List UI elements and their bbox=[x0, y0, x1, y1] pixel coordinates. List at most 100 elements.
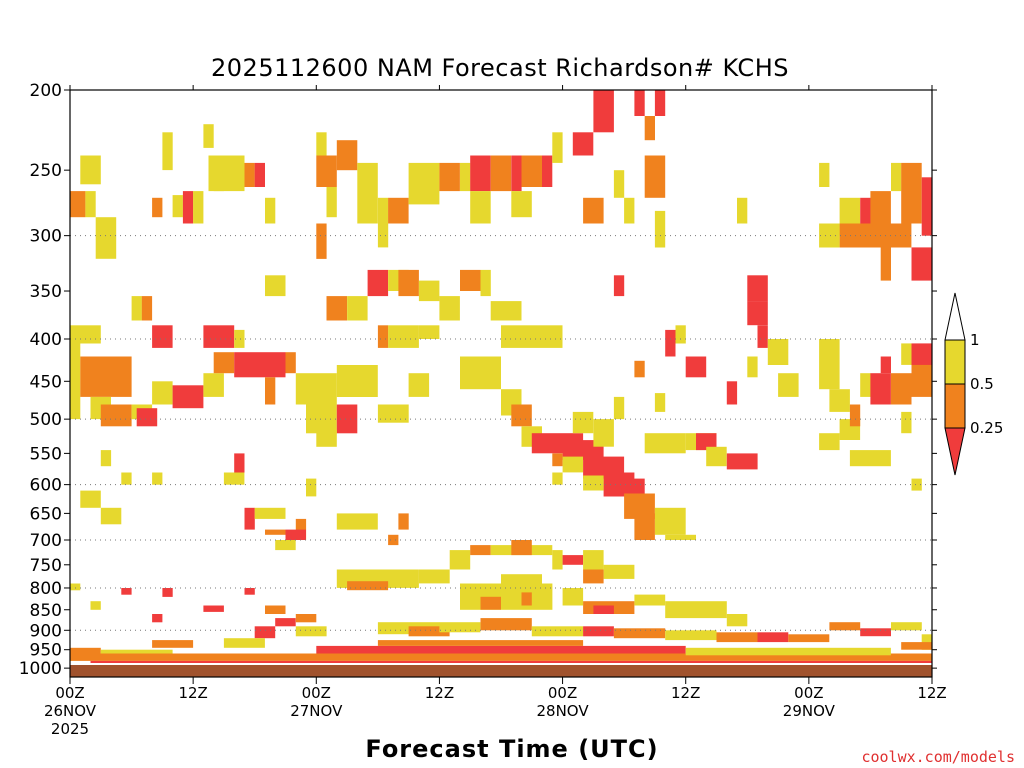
heatmap-cell bbox=[583, 550, 604, 570]
x-tick-label: 28NOV bbox=[537, 702, 590, 720]
heatmap-cell bbox=[100, 507, 122, 525]
heatmap-cell bbox=[306, 404, 337, 434]
heatmap-cell bbox=[747, 301, 768, 326]
heatmap-cell bbox=[136, 408, 158, 427]
heatmap-cell bbox=[562, 440, 604, 460]
heatmap-cell bbox=[398, 269, 419, 297]
heatmap-cell bbox=[70, 191, 86, 218]
heatmap-cell bbox=[583, 569, 604, 584]
y-tick-label-500: 500 bbox=[30, 410, 62, 430]
heatmap-cell bbox=[891, 622, 922, 631]
heatmap-cell bbox=[70, 325, 101, 344]
heatmap-cell bbox=[757, 325, 768, 348]
heatmap-cells bbox=[70, 90, 932, 673]
heatmap-cell bbox=[295, 373, 337, 405]
heatmap-cell bbox=[388, 197, 409, 224]
heatmap-cell bbox=[152, 197, 163, 218]
heatmap-cell bbox=[634, 513, 655, 540]
heatmap-cell bbox=[552, 550, 563, 570]
heatmap-cell bbox=[819, 339, 840, 390]
heatmap-cell bbox=[254, 626, 276, 639]
heatmap-cell bbox=[726, 453, 758, 470]
heatmap-cell bbox=[634, 594, 666, 606]
heatmap-cell bbox=[223, 638, 265, 648]
heatmap-cell bbox=[542, 155, 553, 187]
heatmap-cell bbox=[511, 155, 522, 192]
heatmap-cell bbox=[665, 534, 696, 540]
heatmap-cell bbox=[254, 507, 286, 519]
heatmap-cell bbox=[131, 296, 142, 321]
heatmap-cell bbox=[306, 478, 317, 497]
plot-frame bbox=[69, 89, 933, 678]
heatmap-cell bbox=[316, 429, 337, 447]
y-tick-label-900: 900 bbox=[30, 621, 62, 641]
x-tick-label: 12Z bbox=[178, 684, 207, 702]
heatmap-cell bbox=[737, 197, 748, 224]
heatmap-cell bbox=[234, 453, 245, 473]
heatmap-cell bbox=[336, 140, 358, 171]
heatmap-cell bbox=[716, 632, 758, 643]
heatmap-cell bbox=[70, 583, 81, 591]
heatmap-cell bbox=[141, 296, 153, 321]
heatmap-cell bbox=[254, 162, 265, 187]
heatmap-cell bbox=[418, 569, 450, 584]
gridlines bbox=[70, 235, 932, 631]
heatmap-cell bbox=[95, 217, 117, 259]
heatmap-cell bbox=[654, 507, 686, 535]
heatmap-cell bbox=[408, 162, 440, 205]
heatmap-cell bbox=[172, 385, 204, 409]
heatmap-cell bbox=[480, 269, 491, 297]
heatmap-cell bbox=[460, 583, 553, 610]
heatmap-cell bbox=[747, 356, 758, 378]
x-tick-label: 29NOV bbox=[783, 702, 836, 720]
heatmap-cell bbox=[470, 191, 491, 224]
x-tick-label: 27NOV bbox=[290, 702, 343, 720]
heatmap-cell bbox=[223, 472, 245, 485]
heatmap-cell bbox=[696, 433, 717, 451]
heatmap-cell bbox=[265, 529, 286, 535]
credit-text[interactable]: coolwx.com/models bbox=[861, 748, 1015, 766]
heatmap-cell bbox=[511, 191, 532, 218]
heatmap-cell bbox=[860, 628, 891, 637]
heatmap-cell bbox=[501, 325, 542, 348]
heatmap-cell bbox=[706, 446, 727, 467]
heatmap-cell bbox=[100, 649, 173, 656]
surface-ground-strip bbox=[70, 665, 932, 677]
heatmap-cell bbox=[234, 352, 286, 378]
heatmap-cell bbox=[552, 472, 563, 485]
surface-white-line bbox=[70, 663, 932, 665]
heatmap-cell bbox=[193, 191, 204, 224]
heatmap-cell bbox=[70, 343, 81, 420]
heatmap-cell bbox=[654, 393, 666, 412]
heatmap-cell bbox=[295, 626, 327, 637]
heatmap-cell bbox=[182, 191, 194, 224]
heatmap-cell bbox=[613, 628, 666, 639]
heatmap-cell bbox=[757, 632, 789, 643]
heatmap-cell bbox=[613, 396, 625, 420]
heatmap-cell bbox=[85, 191, 96, 218]
y-tick-label-950: 950 bbox=[30, 641, 62, 661]
y-tick-label-700: 700 bbox=[30, 531, 62, 551]
heatmap-cell bbox=[388, 534, 399, 546]
heatmap-cell bbox=[572, 132, 594, 156]
heatmap-cell bbox=[654, 90, 666, 116]
heatmap-cell bbox=[613, 275, 625, 297]
heatmap-cell bbox=[408, 626, 450, 637]
heatmap-cell bbox=[644, 155, 666, 198]
heatmap-cell bbox=[398, 513, 409, 530]
heatmap-cell bbox=[901, 642, 932, 650]
heatmap-cell bbox=[377, 640, 584, 646]
heatmap-cell bbox=[819, 433, 840, 451]
y-tick-label-200: 200 bbox=[30, 81, 62, 101]
heatmap-cell bbox=[377, 404, 409, 423]
heatmap-cell bbox=[901, 162, 922, 224]
heatmap-cell bbox=[295, 614, 317, 623]
heatmap-cell bbox=[377, 197, 389, 248]
colorbar-tick-0.5: 0.5 bbox=[970, 375, 994, 393]
heatmap-cell bbox=[100, 450, 112, 467]
heatmap-cell bbox=[654, 210, 666, 248]
x-tick-label: 00Z bbox=[548, 684, 577, 702]
x-tick-label: 12Z bbox=[671, 684, 700, 702]
heatmap-cell bbox=[336, 404, 358, 434]
